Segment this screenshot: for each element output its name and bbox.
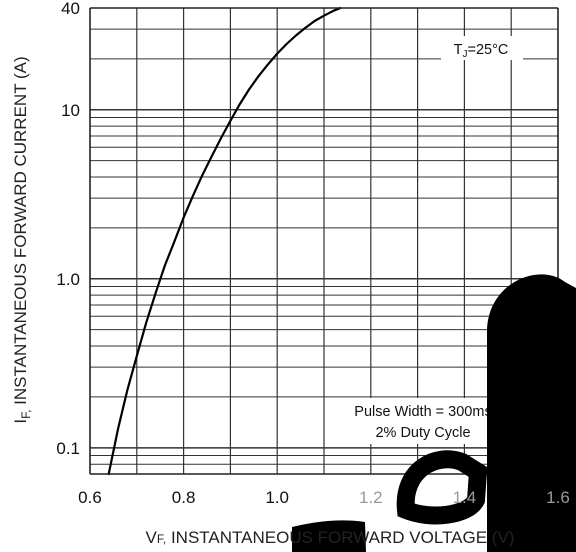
axis-titles: VF, INSTANTANEOUS FORWARD VOLTAGE (V) IF…	[11, 56, 514, 547]
y-axis-title: IF, INSTANTANEOUS FORWARD CURRENT (A)	[11, 56, 33, 423]
duty-cycle-annotation: 2% Duty Cycle	[375, 425, 470, 441]
y-tick-label: 10	[61, 101, 80, 120]
x-tick-label: 0.6	[78, 488, 102, 507]
x-tick-label: 1.6	[546, 488, 570, 507]
junction-temp-symbol: T	[454, 42, 463, 58]
x-axis-title: VF, INSTANTANEOUS FORWARD VOLTAGE (V)	[146, 528, 515, 547]
tick-labels: 0.1 1.0 10 40 0.6 0.8 1.0 1.2 1.4 1.6	[56, 0, 569, 507]
grid	[89, 8, 559, 474]
junction-temp-subscript: J	[462, 49, 467, 60]
x-axis-subscript: F,	[157, 532, 166, 546]
x-tick-label: 1.4	[453, 488, 477, 507]
junction-temp-annotation: TJ=25°C	[454, 42, 509, 60]
x-tick-label: 0.8	[172, 488, 196, 507]
y-axis-subscript: F,	[19, 410, 33, 419]
y-tick-label: 40	[61, 0, 80, 18]
x-tick-label: 1.0	[265, 488, 289, 507]
x-tick-label: 1.2	[359, 488, 383, 507]
junction-temp-value: =25°C	[467, 42, 508, 58]
y-axis-text: INSTANTANEOUS FORWARD CURRENT (A)	[11, 56, 30, 409]
junction-temp-box	[441, 36, 523, 60]
y-tick-label: 0.1	[56, 439, 80, 458]
x-axis-text: INSTANTANEOUS FORWARD VOLTAGE (V)	[166, 528, 514, 547]
watermark-logo	[292, 274, 576, 552]
y-tick-label: 1.0	[56, 270, 80, 289]
forward-current-curve-0	[107, 6, 342, 476]
y-axis-symbol: I	[11, 419, 30, 424]
curve-layer	[107, 6, 342, 476]
x-axis-symbol: V	[146, 528, 158, 547]
pulse-width-annotation: Pulse Width = 300ms	[354, 404, 491, 420]
